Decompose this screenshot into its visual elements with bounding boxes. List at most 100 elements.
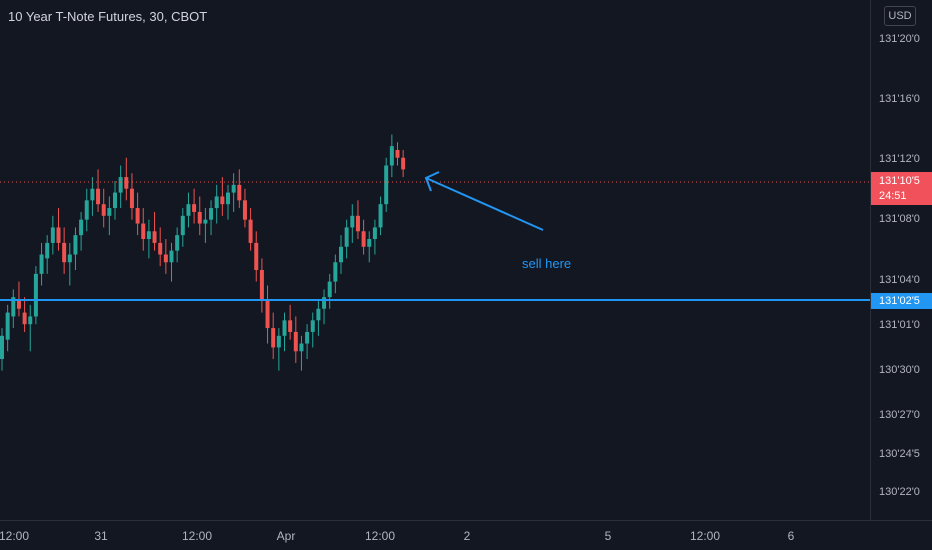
price-axis-label: 131'01'0 [879, 319, 920, 331]
candle-body[interactable] [220, 196, 225, 205]
time-axis-label: 12:00 [0, 529, 29, 543]
candle-body[interactable] [11, 297, 16, 317]
candle-body[interactable] [67, 254, 72, 263]
candle-body[interactable] [327, 281, 332, 298]
time-axis-label: 6 [788, 529, 795, 543]
time-axis[interactable]: 12:00 31 12:00 Apr 12:00 2 5 12:00 6 [0, 529, 795, 543]
sell-arrow-head-icon [424, 171, 440, 192]
candle-body[interactable] [361, 231, 366, 247]
candle-body[interactable] [56, 227, 61, 243]
price-axis-label: 131'04'0 [879, 274, 920, 286]
candle-body[interactable] [124, 177, 129, 189]
candle-body[interactable] [350, 215, 355, 228]
candle-body[interactable] [248, 219, 253, 243]
price-axis-label: 131'20'0 [879, 33, 920, 45]
candle-body[interactable] [33, 273, 38, 317]
candle-body[interactable] [5, 312, 10, 340]
candle-body[interactable] [344, 227, 349, 247]
candle-body[interactable] [50, 227, 55, 243]
candle-body[interactable] [310, 320, 315, 332]
candle-body[interactable] [282, 320, 287, 336]
candle-body[interactable] [214, 196, 219, 209]
candle-body[interactable] [203, 219, 208, 224]
candle-body[interactable] [197, 211, 202, 224]
candle-body[interactable] [401, 157, 406, 170]
candle-body[interactable] [276, 335, 281, 348]
candle-body[interactable] [28, 316, 33, 325]
candle-body[interactable] [389, 146, 394, 166]
candle-body[interactable] [45, 242, 50, 259]
candle-body[interactable] [293, 331, 298, 352]
candle-body[interactable] [135, 208, 140, 224]
price-axis[interactable]: 131'20'0 131'16'0 131'12'0 131'08'0 131'04'0… [879, 33, 920, 498]
candle-body[interactable] [305, 331, 310, 344]
price-axis-label: 131'08'0 [879, 213, 920, 225]
candle-body[interactable] [265, 300, 270, 329]
candle-body[interactable] [395, 150, 400, 158]
candle-body[interactable] [186, 204, 191, 216]
candle-body[interactable] [322, 297, 327, 309]
candle-body[interactable] [209, 208, 214, 220]
candle-body[interactable] [367, 239, 372, 247]
price-axis-label: 130'22'0 [879, 486, 920, 498]
candle-body[interactable] [384, 165, 389, 205]
candle-body[interactable] [299, 343, 304, 352]
candle-body[interactable] [333, 262, 338, 282]
candle-body[interactable] [288, 320, 293, 332]
sell-arrow-icon [425, 177, 544, 231]
candle-body[interactable] [158, 242, 163, 255]
candle-body[interactable] [96, 188, 101, 205]
candle-body[interactable] [180, 215, 185, 236]
price-axis-label: 130'30'0 [879, 364, 920, 376]
candle-body[interactable] [355, 215, 360, 232]
time-axis-label: 12:00 [365, 529, 395, 543]
candle-body[interactable] [16, 300, 21, 309]
price-axis-label: 131'16'0 [879, 93, 920, 105]
price-axis-label: 130'27'0 [879, 409, 920, 421]
candle-body[interactable] [62, 242, 67, 263]
candle-body[interactable] [231, 184, 236, 193]
candle-body[interactable] [163, 254, 168, 263]
candle-body[interactable] [339, 246, 343, 263]
candle-body[interactable] [152, 231, 157, 243]
candle-body[interactable] [259, 270, 264, 301]
candle-body[interactable] [226, 192, 230, 205]
candle-body[interactable] [316, 308, 321, 321]
candle-body[interactable] [73, 235, 78, 255]
bar-countdown: 24:51 [879, 190, 907, 202]
candle-body[interactable] [0, 335, 4, 360]
candle-body[interactable] [107, 208, 112, 216]
candle-body[interactable] [84, 200, 89, 220]
candle-body[interactable] [22, 312, 27, 325]
candle-body[interactable] [175, 235, 180, 251]
time-axis-label: 5 [605, 529, 612, 543]
candle-body[interactable] [378, 204, 383, 228]
candle-body[interactable] [79, 219, 84, 236]
candle-body[interactable] [242, 200, 247, 220]
currency-button[interactable]: USD [884, 6, 916, 26]
price-axis-label: 130'24'5 [879, 448, 920, 460]
candle-body[interactable] [254, 242, 259, 270]
candle-body[interactable] [237, 184, 242, 201]
last-price-tag: 131'10'5 24:51 [871, 172, 932, 205]
candle-body[interactable] [113, 192, 117, 209]
candle-body[interactable] [141, 223, 146, 240]
candle-body[interactable] [146, 231, 151, 240]
candle-body[interactable] [192, 204, 197, 212]
sell-here-annotation[interactable]: sell here [522, 256, 572, 271]
candle-body[interactable] [90, 188, 95, 201]
candles-group [0, 134, 406, 371]
candle-body[interactable] [118, 177, 123, 193]
time-axis-label: 2 [464, 529, 471, 543]
candle-body[interactable] [39, 254, 44, 274]
candle-body[interactable] [372, 227, 377, 240]
time-axis-label: 12:00 [182, 529, 212, 543]
candle-body[interactable] [101, 204, 106, 216]
candle-body[interactable] [129, 188, 134, 209]
level-price-tag: 131'02'5 [871, 293, 932, 309]
last-price-value: 131'10'5 [879, 175, 920, 187]
candle-body[interactable] [271, 328, 276, 348]
candle-body[interactable] [169, 250, 174, 263]
